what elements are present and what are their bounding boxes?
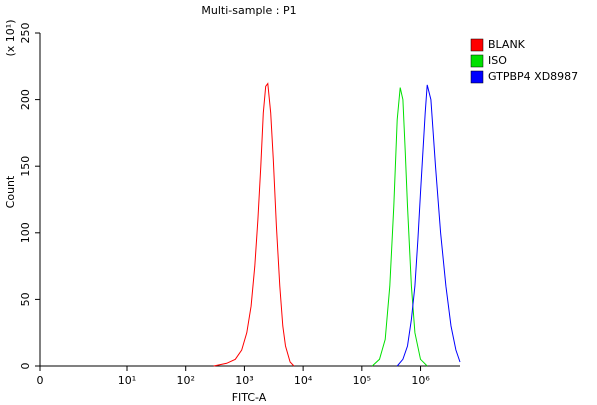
x-tick-label: 10⁶ [411,374,430,387]
legend-swatch [470,38,484,52]
legend-label: ISO [488,54,507,67]
x-tick-label: 0 [37,374,44,387]
x-axis-label: FITC-A [232,391,267,404]
legend-swatch [470,54,484,68]
legend-label: GTPBP4 XD8987 [488,70,578,83]
y-tick-label: 150 [19,156,32,177]
x-tick-label: 10⁵ [353,374,371,387]
x-tick-label: 10¹ [118,374,136,387]
y-tick-label: 250 [19,23,32,44]
x-tick-label: 10² [176,374,194,387]
histogram-line [396,84,461,367]
y-tick-label: 50 [19,292,32,306]
histogram-line [371,87,428,367]
y-tick-label: 100 [19,222,32,243]
histogram-line [213,82,295,367]
legend-swatch [470,70,484,84]
y-multiplier: (x 10¹) [4,20,17,57]
x-tick-label: 10³ [235,374,253,387]
x-tick-label: 10⁴ [294,374,313,387]
y-tick-label: 0 [19,363,32,370]
y-tick-label: 200 [19,89,32,110]
legend-label: BLANK [488,38,526,51]
y-axis-label: Count [4,175,17,208]
chart-title: Multi-sample : P1 [201,4,296,17]
